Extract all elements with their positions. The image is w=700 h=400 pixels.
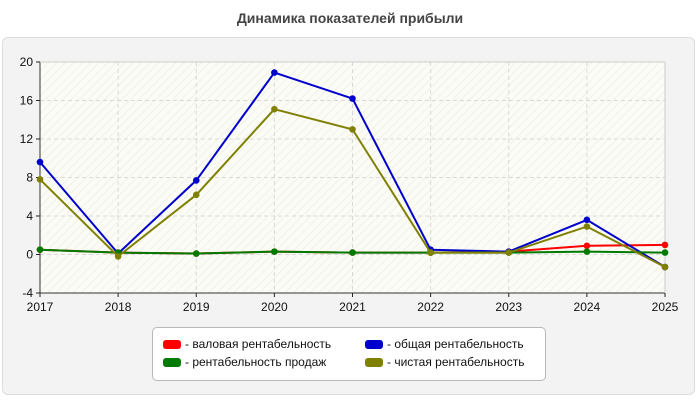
x-tick-label: 2019 bbox=[183, 300, 210, 314]
series-point-3 bbox=[505, 249, 513, 256]
legend-swatch bbox=[163, 339, 181, 349]
series-point-2 bbox=[349, 249, 356, 256]
series-point-3 bbox=[583, 223, 591, 230]
legend-label: - чистая рентабельность bbox=[387, 355, 525, 369]
series-point-1 bbox=[36, 158, 44, 166]
series-point-1 bbox=[583, 216, 591, 224]
x-tick-label: 2017 bbox=[27, 300, 54, 314]
series-point-1 bbox=[271, 69, 278, 76]
series-point-3 bbox=[36, 176, 44, 183]
series-point-3 bbox=[661, 263, 669, 271]
legend-swatch bbox=[365, 339, 383, 349]
series-point-3 bbox=[427, 249, 434, 256]
series-point-0 bbox=[583, 242, 591, 250]
series-point-2 bbox=[192, 250, 200, 257]
chart-legend: - валовая рентабельность - общая рентабел… bbox=[152, 327, 546, 381]
y-tick-label: -4 bbox=[22, 286, 33, 300]
legend-label: - рентабельность продаж bbox=[185, 355, 327, 369]
legend-label: - валовая рентабельность bbox=[185, 337, 332, 351]
series-point-3 bbox=[271, 105, 278, 113]
y-tick-label: 12 bbox=[20, 132, 34, 146]
x-tick-label: 2021 bbox=[339, 300, 366, 314]
x-tick-label: 2018 bbox=[105, 300, 132, 314]
series-point-1 bbox=[349, 95, 356, 102]
series-point-3 bbox=[349, 126, 356, 133]
x-tick-label: 2020 bbox=[261, 300, 288, 314]
legend-item: - чистая рентабельность bbox=[365, 355, 524, 369]
x-tick-label: 2022 bbox=[417, 300, 444, 314]
y-tick-label: 0 bbox=[26, 248, 33, 262]
legend-swatch bbox=[365, 357, 383, 367]
legend-item: - рентабельность продаж bbox=[163, 355, 326, 369]
series-point-1 bbox=[192, 177, 200, 184]
y-tick-label: 8 bbox=[26, 171, 33, 185]
y-tick-label: 4 bbox=[26, 209, 33, 223]
series-point-2 bbox=[36, 246, 44, 253]
legend-label: - общая рентабельность bbox=[387, 337, 524, 351]
legend-swatch bbox=[163, 357, 181, 367]
x-tick-label: 2024 bbox=[574, 300, 601, 314]
series-point-2 bbox=[661, 249, 669, 256]
legend-item: - общая рентабельность bbox=[365, 337, 524, 351]
series-point-2 bbox=[583, 248, 591, 255]
series-point-3 bbox=[192, 191, 200, 199]
series-point-3 bbox=[114, 253, 122, 260]
x-tick-label: 2023 bbox=[495, 300, 522, 314]
chart-title: Динамика показателей прибыли bbox=[236, 10, 464, 26]
legend-item: - валовая рентабельность bbox=[163, 337, 331, 351]
y-tick-label: 16 bbox=[20, 94, 34, 108]
x-tick-label: 2025 bbox=[652, 300, 679, 314]
series-point-0 bbox=[661, 241, 669, 249]
series-point-2 bbox=[271, 248, 278, 255]
y-tick-label: 20 bbox=[20, 55, 34, 69]
